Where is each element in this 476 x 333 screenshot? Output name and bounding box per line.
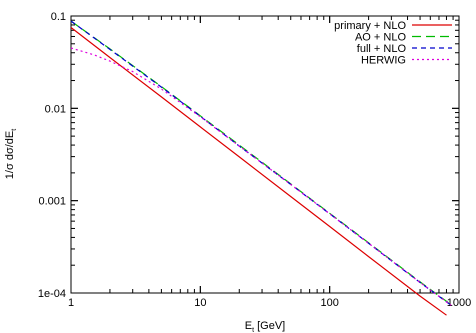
- y-tick-labels: 1e-04 0.001 0.01 0.1: [38, 11, 66, 300]
- legend-label-1: AO + NLO: [355, 32, 406, 44]
- x-tick-label: 1000: [447, 297, 471, 309]
- x-tick-label: 1: [68, 297, 74, 309]
- y-axis-label: 1/σ dσ/dEt: [4, 129, 18, 179]
- series-lines: [70, 20, 452, 316]
- x-tick-label: 100: [320, 297, 338, 309]
- legend-label-2: full + NLO: [357, 43, 407, 55]
- axis-ticks: [70, 15, 460, 294]
- y-tick-label: 0.001: [38, 196, 66, 208]
- x-tick-labels: 1 10 100 1000: [68, 297, 471, 309]
- y-tick-label: 1e-04: [38, 288, 66, 300]
- plot-frame: [70, 15, 460, 294]
- x-axis-label: Et [GeV]: [245, 320, 285, 333]
- series-line-1: [70, 20, 452, 306]
- series-line-3: [70, 47, 452, 306]
- x-tick-label: 10: [194, 297, 206, 309]
- y-tick-label: 0.1: [51, 11, 66, 23]
- legend-label-0: primary + NLO: [334, 20, 406, 32]
- legend-label-3: HERWIG: [361, 55, 406, 67]
- series-line-0: [70, 27, 447, 316]
- y-tick-label: 0.01: [45, 103, 66, 115]
